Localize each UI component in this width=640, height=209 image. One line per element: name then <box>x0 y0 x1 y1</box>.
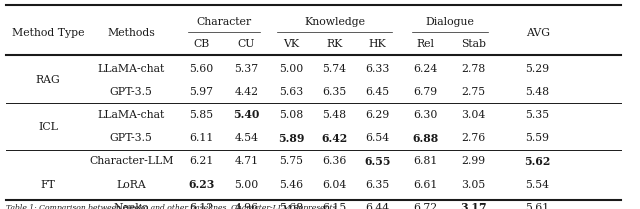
Text: 6.12: 6.12 <box>189 203 214 209</box>
Text: 3.17: 3.17 <box>460 202 487 209</box>
Text: 6.72: 6.72 <box>413 203 438 209</box>
Text: 5.48: 5.48 <box>525 87 550 97</box>
Text: Methods: Methods <box>108 28 155 38</box>
Text: Character: Character <box>196 17 252 27</box>
Text: 6.33: 6.33 <box>365 64 390 74</box>
Text: 6.45: 6.45 <box>365 87 390 97</box>
Text: 3.04: 3.04 <box>461 110 486 120</box>
Text: 6.44: 6.44 <box>365 203 390 209</box>
Text: 6.36: 6.36 <box>322 156 346 166</box>
Text: 5.60: 5.60 <box>189 64 214 74</box>
Text: 6.29: 6.29 <box>365 110 390 120</box>
Text: Method Type: Method Type <box>12 28 84 38</box>
Text: 6.15: 6.15 <box>322 203 346 209</box>
Text: LLaMA-chat: LLaMA-chat <box>97 110 165 120</box>
Text: 6.11: 6.11 <box>189 133 214 143</box>
Text: 6.35: 6.35 <box>365 180 390 190</box>
Text: 5.74: 5.74 <box>322 64 346 74</box>
Text: 6.55: 6.55 <box>364 156 391 167</box>
Text: 5.85: 5.85 <box>189 110 214 120</box>
Text: Dialogue: Dialogue <box>425 17 474 27</box>
Text: 6.04: 6.04 <box>322 180 346 190</box>
Text: Knowledge: Knowledge <box>304 17 365 27</box>
Text: 5.89: 5.89 <box>278 133 305 144</box>
Text: 5.46: 5.46 <box>279 180 303 190</box>
Text: 5.62: 5.62 <box>524 156 551 167</box>
Text: 5.61: 5.61 <box>525 203 550 209</box>
Text: 5.63: 5.63 <box>279 87 303 97</box>
Text: 5.37: 5.37 <box>234 64 259 74</box>
Text: Neeko: Neeko <box>113 203 149 209</box>
Text: 2.75: 2.75 <box>461 87 486 97</box>
Text: 6.81: 6.81 <box>413 156 438 166</box>
Text: 5.59: 5.59 <box>525 133 550 143</box>
Text: 4.54: 4.54 <box>234 133 259 143</box>
Text: Table 1: Comparison between Neeko and other baselines. Character-LLM Represents: Table 1: Comparison between Neeko and ot… <box>6 204 337 209</box>
Text: 6.23: 6.23 <box>188 179 215 190</box>
Text: 5.00: 5.00 <box>279 64 303 74</box>
Text: CU: CU <box>237 39 255 49</box>
Text: 6.24: 6.24 <box>413 64 438 74</box>
Text: Rel: Rel <box>417 39 435 49</box>
Text: 6.30: 6.30 <box>413 110 438 120</box>
Text: 5.68: 5.68 <box>279 203 303 209</box>
Text: AVG: AVG <box>525 28 550 38</box>
Text: FT: FT <box>40 180 56 190</box>
Text: 2.99: 2.99 <box>461 156 486 166</box>
Text: GPT-3.5: GPT-3.5 <box>110 133 152 143</box>
Text: 5.08: 5.08 <box>279 110 303 120</box>
Text: RAG: RAG <box>36 75 60 85</box>
Text: HK: HK <box>369 39 387 49</box>
Text: 5.48: 5.48 <box>322 110 346 120</box>
Text: 6.61: 6.61 <box>413 180 438 190</box>
Text: 5.97: 5.97 <box>189 87 214 97</box>
Text: 6.21: 6.21 <box>189 156 214 166</box>
Text: 4.42: 4.42 <box>234 87 259 97</box>
Text: 5.29: 5.29 <box>525 64 550 74</box>
Text: 6.42: 6.42 <box>321 133 348 144</box>
Text: 5.35: 5.35 <box>525 110 550 120</box>
Text: CB: CB <box>193 39 210 49</box>
Text: 5.75: 5.75 <box>279 156 303 166</box>
Text: 3.05: 3.05 <box>461 180 486 190</box>
Text: 6.35: 6.35 <box>322 87 346 97</box>
Text: 6.54: 6.54 <box>365 133 390 143</box>
Text: 6.79: 6.79 <box>413 87 438 97</box>
Text: 5.40: 5.40 <box>233 110 260 120</box>
Text: RK: RK <box>326 39 342 49</box>
Text: 4.96: 4.96 <box>234 203 259 209</box>
Text: 6.88: 6.88 <box>412 133 439 144</box>
Text: Stab: Stab <box>461 39 486 49</box>
Text: 2.76: 2.76 <box>461 133 486 143</box>
Text: GPT-3.5: GPT-3.5 <box>110 87 152 97</box>
Text: LoRA: LoRA <box>116 180 146 190</box>
Text: 5.54: 5.54 <box>525 180 550 190</box>
Text: Character-LLM: Character-LLM <box>89 156 173 166</box>
Text: 2.78: 2.78 <box>461 64 486 74</box>
Text: 5.00: 5.00 <box>234 180 259 190</box>
Text: 4.71: 4.71 <box>234 156 259 166</box>
Text: LLaMA-chat: LLaMA-chat <box>97 64 165 74</box>
Text: VK: VK <box>283 39 300 49</box>
Text: ICL: ICL <box>38 122 58 131</box>
